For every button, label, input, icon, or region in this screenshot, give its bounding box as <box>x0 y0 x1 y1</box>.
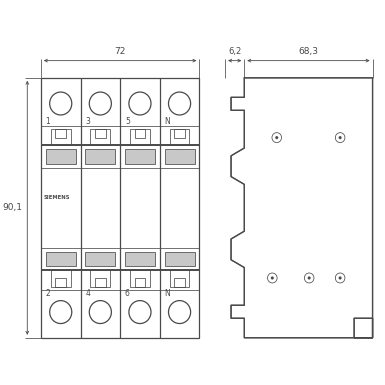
Text: 72: 72 <box>114 47 126 56</box>
Bar <box>164 252 194 266</box>
Text: 4: 4 <box>85 289 90 298</box>
Circle shape <box>89 92 111 115</box>
Bar <box>46 252 76 266</box>
Bar <box>85 149 116 164</box>
Circle shape <box>335 133 345 142</box>
Circle shape <box>272 133 281 142</box>
Bar <box>134 129 146 138</box>
Bar <box>55 278 66 287</box>
Text: N: N <box>164 289 170 298</box>
Bar <box>130 129 150 146</box>
Circle shape <box>275 136 278 139</box>
Bar <box>95 278 106 287</box>
Circle shape <box>89 301 111 323</box>
Bar <box>125 252 155 266</box>
Text: SIEMENS: SIEMENS <box>44 195 70 200</box>
Bar <box>85 252 116 266</box>
Bar <box>46 149 76 164</box>
Text: 90,1: 90,1 <box>3 203 23 212</box>
Circle shape <box>335 273 345 283</box>
Bar <box>51 129 70 146</box>
Circle shape <box>268 273 277 283</box>
Bar <box>164 149 194 164</box>
Bar <box>95 129 106 138</box>
Bar <box>55 129 66 138</box>
Circle shape <box>305 273 314 283</box>
Text: 68,3: 68,3 <box>298 47 318 56</box>
Bar <box>170 270 189 287</box>
Bar <box>174 278 185 287</box>
Bar <box>90 129 110 146</box>
Text: 3: 3 <box>85 117 90 126</box>
Text: N: N <box>164 117 170 126</box>
Text: 6: 6 <box>125 289 130 298</box>
Text: 1: 1 <box>46 117 50 126</box>
Circle shape <box>129 92 151 115</box>
Circle shape <box>339 276 341 280</box>
Circle shape <box>308 276 311 280</box>
Bar <box>130 270 150 287</box>
Bar <box>174 129 185 138</box>
Text: 5: 5 <box>125 117 130 126</box>
Bar <box>170 129 189 146</box>
Circle shape <box>50 92 72 115</box>
Circle shape <box>169 301 191 323</box>
Circle shape <box>339 136 341 139</box>
Bar <box>41 78 199 338</box>
Bar <box>51 270 70 287</box>
Circle shape <box>271 276 274 280</box>
Bar <box>90 270 110 287</box>
Circle shape <box>50 301 72 323</box>
Text: 6,2: 6,2 <box>228 47 241 56</box>
Bar <box>125 149 155 164</box>
Polygon shape <box>231 78 373 338</box>
Circle shape <box>169 92 191 115</box>
Text: 2: 2 <box>46 289 50 298</box>
Circle shape <box>129 301 151 323</box>
Bar <box>134 278 146 287</box>
